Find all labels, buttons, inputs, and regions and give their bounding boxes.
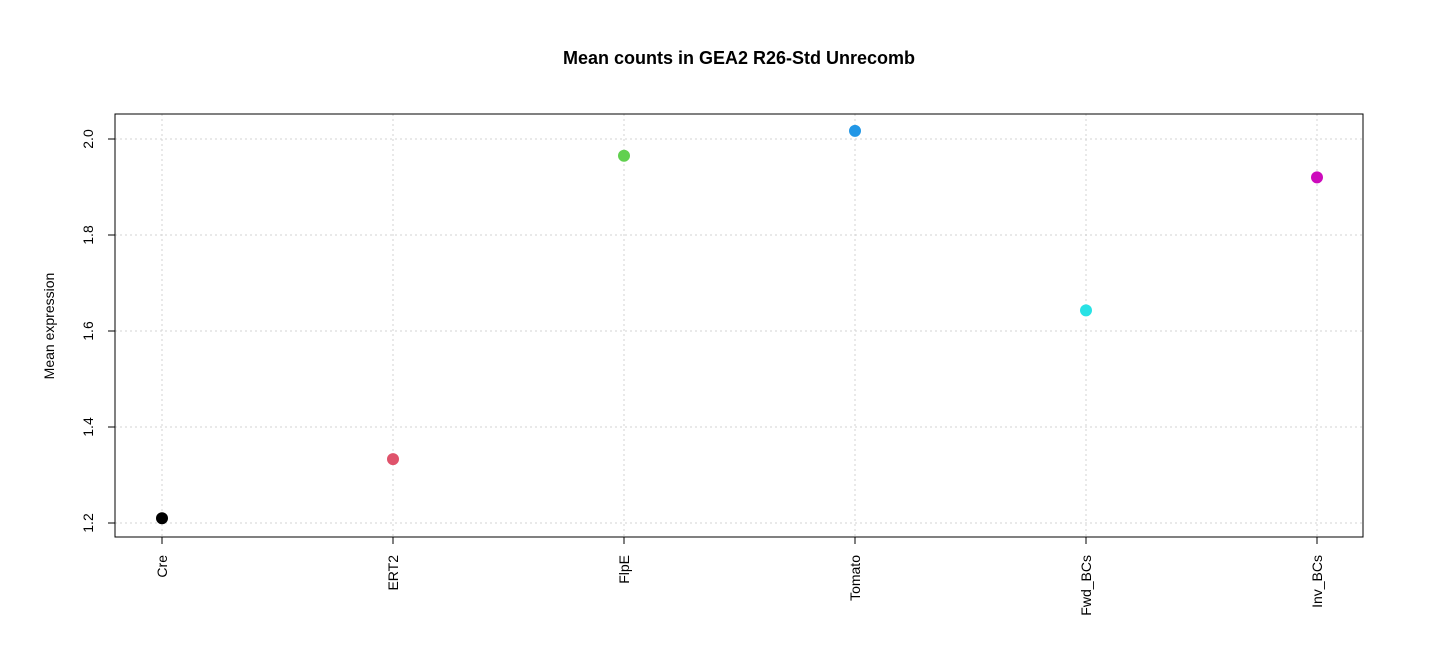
chart-title: Mean counts in GEA2 R26-Std Unrecomb: [563, 48, 915, 68]
x-tick-label: Inv_BCs: [1309, 555, 1325, 608]
y-tick-label: 2.0: [80, 129, 96, 149]
plot-frame: [114, 113, 1364, 538]
data-point-fwd-bcs: [1080, 304, 1092, 317]
y-axis: 1.2 1.4 1.6 1.8 2.0: [80, 129, 115, 533]
x-tick-label: Cre: [154, 555, 170, 578]
data-point-cre: [156, 512, 168, 525]
x-tick-label: FlpE: [616, 555, 632, 584]
y-tick-label: 1.4: [80, 417, 96, 437]
data-points: [156, 124, 1323, 525]
data-point-ert2: [387, 453, 399, 466]
y-tick-label: 1.6: [80, 321, 96, 341]
x-tick-label: Tomato: [847, 555, 863, 601]
data-point-inv-bcs: [1311, 171, 1323, 184]
data-point-flpe: [618, 149, 630, 162]
y-tick-label: 1.8: [80, 225, 96, 245]
x-axis: Cre ERT2 FlpE Tomato Fwd_BCs Inv_BCs: [154, 537, 1325, 616]
y-tick-label: 1.2: [80, 513, 96, 533]
data-point-tomato: [849, 124, 861, 137]
y-axis-label: Mean expression: [41, 273, 57, 380]
x-tick-label: ERT2: [385, 555, 401, 591]
grid-lines: [115, 114, 1363, 537]
x-tick-label: Fwd_BCs: [1078, 555, 1094, 616]
